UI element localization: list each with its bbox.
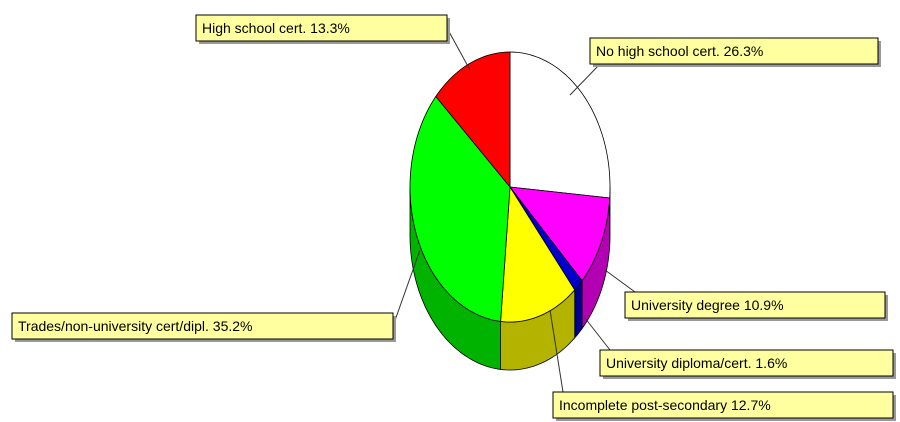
slice-label: University diploma/cert. 1.6%	[606, 355, 787, 371]
value-label: 26.3%	[724, 43, 764, 59]
slice-label: Incomplete post-secondary 12.7%	[559, 397, 771, 413]
slice	[509, 51, 611, 199]
slice-label: High school cert. 13.3%	[202, 20, 350, 36]
leader-line	[549, 309, 564, 393]
category-name: Trades/non-university cert/dipl.	[18, 318, 209, 334]
label-box	[195, 14, 448, 42]
slice-label: Trades/non-university cert/dipl. 35.2%	[18, 318, 253, 334]
leader-line	[569, 63, 601, 96]
leader-line	[604, 269, 636, 293]
value-label: 35.2%	[213, 318, 253, 334]
category-name: Incomplete post-secondary	[559, 397, 727, 413]
label-box	[589, 37, 879, 65]
leader-line	[392, 249, 421, 327]
category-name: High school cert.	[202, 20, 306, 36]
category-name: No high school cert.	[596, 43, 720, 59]
value-label: 1.6%	[755, 355, 787, 371]
category-name: University degree	[631, 297, 740, 313]
value-label: 13.3%	[310, 20, 350, 36]
value-label: 10.9%	[744, 297, 784, 313]
slice	[435, 51, 511, 189]
label-box	[552, 391, 894, 419]
leader-line	[584, 317, 611, 351]
label-box	[624, 291, 886, 319]
slice	[509, 186, 611, 282]
label-box	[11, 312, 394, 340]
slice-label: No high school cert. 26.3%	[596, 43, 763, 59]
value-label: 12.7%	[731, 397, 771, 413]
slice-label: University degree 10.9%	[631, 297, 784, 313]
leader-line	[446, 27, 471, 71]
label-box	[599, 349, 894, 377]
category-name: University diploma/cert.	[606, 355, 752, 371]
slice	[500, 185, 576, 323]
slice	[409, 95, 511, 322]
